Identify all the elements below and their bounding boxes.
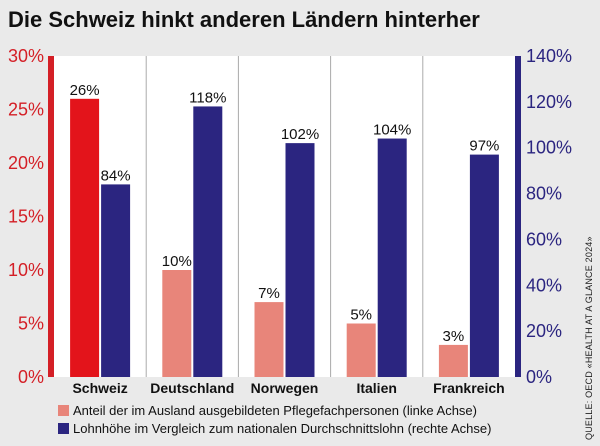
- left-axis: 0% 5% 10% 15% 20% 25% 30%: [8, 46, 54, 387]
- data-label-right-frankreich: 97%: [469, 138, 499, 155]
- left-tick-label: 20%: [8, 153, 44, 173]
- category-label: Norwegen: [251, 380, 319, 396]
- bar-left-deutschland: [162, 270, 192, 377]
- category-label: Deutschland: [150, 380, 234, 396]
- legend: Anteil der im Ausland ausgebildeten Pfle…: [58, 403, 491, 436]
- bar-right-italien: [377, 138, 407, 377]
- right-axis-line: [515, 56, 521, 377]
- bar-right-frankreich: [469, 154, 499, 377]
- data-label-left-schweiz: 26%: [70, 82, 100, 99]
- category-label: Frankreich: [433, 380, 505, 396]
- right-tick-label: 80%: [526, 184, 562, 204]
- left-tick-label: 25%: [8, 100, 44, 120]
- left-axis-line: [48, 56, 54, 377]
- plot-area: [54, 56, 515, 377]
- bar-left-schweiz: [70, 98, 100, 378]
- data-label-right-norwegen: 102%: [281, 126, 319, 143]
- left-tick-label: 15%: [8, 207, 44, 227]
- category-axis: Schweiz Deutschland Norwegen Italien Frankre…: [72, 380, 504, 396]
- right-tick-label: 60%: [526, 229, 562, 249]
- legend-swatch-left: [58, 405, 69, 416]
- right-tick-label: 40%: [526, 275, 562, 295]
- bar-right-norwegen: [285, 143, 315, 377]
- left-tick-label: 10%: [8, 260, 44, 280]
- category-label: Schweiz: [72, 380, 127, 396]
- grid: [145, 56, 424, 377]
- data-label-right-schweiz: 84%: [101, 167, 131, 184]
- legend-label-left: Anteil der im Ausland ausgebildeten Pfle…: [73, 403, 477, 418]
- data-label-left-norwegen: 7%: [258, 285, 280, 302]
- data-label-left-italien: 5%: [350, 307, 372, 324]
- right-tick-label: 0%: [526, 367, 552, 387]
- right-tick-label: 140%: [526, 46, 572, 66]
- left-tick-label: 30%: [8, 46, 44, 66]
- right-tick-label: 100%: [526, 138, 572, 158]
- left-tick-label: 5%: [18, 314, 44, 334]
- bar-left-norwegen: [254, 302, 284, 377]
- left-tick-label: 0%: [18, 367, 44, 387]
- chart-title: Die Schweiz hinkt anderen Ländern hinter…: [8, 7, 480, 32]
- source-note: QUELLE: OECD «HEALTH AT A GLANCE 2024»: [584, 236, 594, 440]
- legend-swatch-right: [58, 423, 69, 434]
- legend-label-right: Lohnhöhe im Vergleich zum nationalen Dur…: [73, 421, 491, 436]
- data-label-left-deutschland: 10%: [162, 253, 192, 270]
- bar-left-frankreich: [438, 344, 468, 377]
- right-axis: 0% 20% 40% 60% 80% 100% 120% 140%: [515, 46, 572, 387]
- bars: 26% 84% 10% 118% 7% 102% 5% 104% 3% 97%: [70, 82, 499, 378]
- bar-right-schweiz: [101, 184, 131, 377]
- bar-left-italien: [346, 323, 376, 377]
- data-label-right-deutschland: 118%: [189, 89, 226, 106]
- right-tick-label: 20%: [526, 321, 562, 341]
- data-label-right-italien: 104%: [373, 122, 411, 139]
- bar-right-deutschland: [193, 106, 223, 377]
- data-label-left-frankreich: 3%: [443, 328, 465, 345]
- right-tick-label: 120%: [526, 92, 572, 112]
- category-label: Italien: [356, 380, 396, 396]
